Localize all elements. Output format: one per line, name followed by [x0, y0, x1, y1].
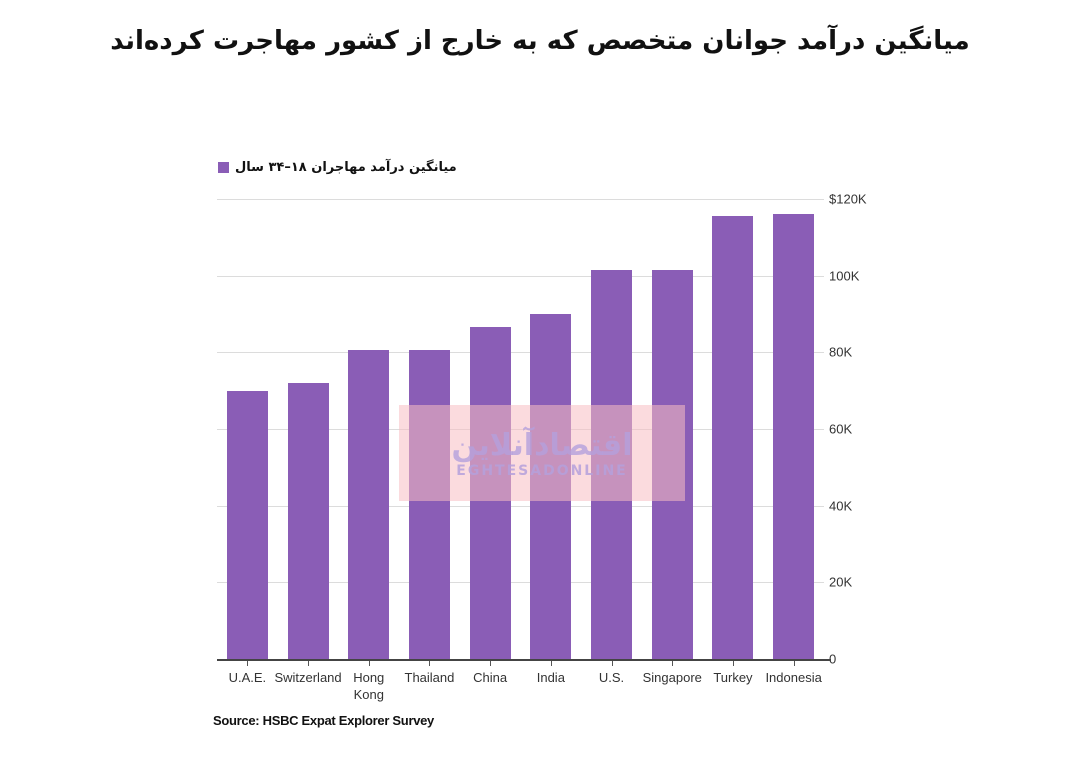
x-tick-mark	[429, 661, 431, 666]
bar-indonesia	[773, 214, 815, 659]
x-tick-mark	[611, 661, 613, 666]
gridline	[217, 582, 824, 584]
x-tick-label: India	[536, 670, 565, 685]
x-tick-label: China	[473, 670, 508, 685]
x-tick-label: U.S.	[598, 670, 625, 685]
y-tick-label: 80K	[829, 344, 853, 360]
gridline	[217, 199, 824, 200]
bar-hong-kong	[348, 350, 390, 659]
bar-u-s	[591, 269, 633, 659]
y-tick-label: $120K	[829, 191, 867, 207]
x-tick-mark	[732, 661, 734, 666]
plot-area: 0 20K 40K 60K 80K 100K $120K U.A.E. Switzerland H…	[217, 192, 867, 702]
x-tick-label: Hong Kong	[353, 670, 385, 702]
x-tick-mark	[550, 661, 552, 666]
y-tick-label: 60K	[829, 421, 853, 437]
bar-turkey	[712, 216, 754, 659]
x-tick-label: Switzerland	[274, 670, 342, 685]
x-tick-label: Turkey	[713, 670, 753, 685]
y-tick-label: 100K	[829, 268, 860, 284]
x-tick-label: Thailand	[404, 670, 455, 685]
legend: میانگین درآمد مهاجران ۱۸–۳۴ سال	[218, 160, 457, 175]
x-tick-mark	[247, 661, 249, 666]
x-tick-mark	[793, 661, 795, 666]
x-tick-mark	[490, 661, 492, 666]
legend-label: میانگین درآمد مهاجران ۱۸–۳۴ سال	[235, 160, 457, 175]
x-tick-mark	[368, 661, 370, 666]
bar-switzerland	[287, 383, 329, 659]
source-note: Source: HSBC Expat Explorer Survey	[213, 713, 434, 728]
x-tick-label: U.A.E.	[228, 670, 267, 685]
bar-thailand	[408, 349, 450, 659]
x-axis-line	[217, 659, 831, 661]
x-tick-mark	[672, 661, 674, 666]
gridline	[217, 352, 824, 354]
bar-u-a-e	[226, 390, 268, 659]
y-tick-label: 20K	[829, 574, 853, 590]
legend-swatch	[218, 162, 229, 173]
y-tick-label: 40K	[829, 498, 853, 514]
gridline	[217, 505, 824, 507]
bar-china	[469, 327, 511, 659]
chart-title: میانگین درآمد جوانان متخصص که به خارج از…	[110, 26, 970, 56]
x-tick-label: Indonesia	[765, 670, 822, 685]
bar-india	[530, 314, 572, 659]
gridline	[217, 275, 824, 277]
x-tick-label: Singapore	[642, 670, 702, 685]
x-tick-mark	[308, 661, 310, 666]
bar-singapore	[651, 269, 693, 659]
y-tick-label: 0	[829, 651, 837, 667]
